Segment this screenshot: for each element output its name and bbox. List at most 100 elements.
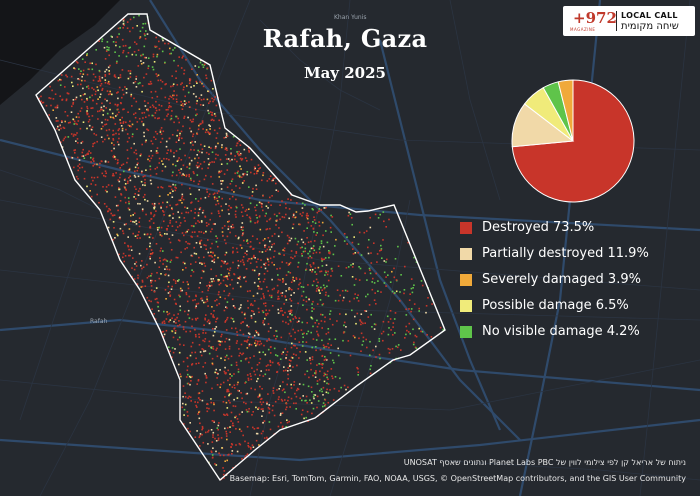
damage-point [263, 263, 265, 266]
damage-point [258, 393, 261, 396]
damage-point [164, 165, 167, 168]
damage-point [293, 292, 295, 294]
damage-point [84, 79, 86, 82]
damage-point [283, 254, 285, 256]
damage-point [225, 134, 228, 136]
damage-point [86, 99, 88, 101]
damage-point [222, 473, 225, 476]
damage-point [244, 312, 246, 315]
damage-point [154, 298, 157, 301]
damage-point [241, 397, 243, 400]
damage-point [318, 290, 320, 292]
damage-point [212, 88, 214, 90]
damage-point [203, 324, 205, 326]
damage-point [216, 132, 219, 135]
damage-point [241, 311, 243, 314]
damage-point [79, 72, 82, 75]
damage-point [95, 49, 97, 51]
damage-point [242, 321, 244, 323]
damage-point [208, 281, 211, 284]
damage-point [248, 408, 250, 410]
damage-point [369, 216, 371, 219]
damage-point [236, 282, 239, 284]
damage-point [223, 470, 226, 472]
damage-point [165, 265, 168, 268]
damage-point [257, 334, 260, 336]
damage-point [393, 276, 396, 279]
damage-point [167, 285, 170, 288]
damage-point [151, 279, 154, 282]
damage-point [241, 259, 244, 261]
damage-point [268, 408, 271, 410]
damage-point [70, 111, 73, 113]
damage-point [226, 268, 229, 270]
damage-point [102, 186, 104, 188]
damage-point [149, 242, 151, 245]
damage-point [248, 186, 250, 188]
damage-point [138, 231, 140, 233]
damage-point [272, 392, 275, 394]
damage-point [199, 433, 202, 435]
damage-point [258, 311, 260, 314]
damage-point [236, 142, 239, 145]
damage-point [123, 18, 125, 21]
damage-point [212, 316, 214, 318]
damage-point [122, 51, 124, 54]
damage-point [352, 253, 355, 255]
damage-point [187, 287, 190, 290]
damage-point [127, 197, 130, 199]
damage-point [330, 231, 332, 233]
damage-point [191, 364, 193, 366]
damage-point [191, 325, 193, 328]
damage-point [242, 434, 244, 437]
damage-point [202, 66, 205, 68]
damage-point [87, 68, 90, 70]
damage-point [177, 239, 180, 241]
damage-point [311, 358, 314, 361]
damage-point [83, 177, 86, 180]
damage-point [240, 360, 242, 362]
damage-point [163, 118, 166, 121]
damage-point [167, 274, 170, 277]
damage-point [387, 333, 390, 336]
damage-point [218, 171, 220, 174]
damage-point [256, 266, 258, 268]
damage-point [130, 249, 133, 251]
damage-point [319, 349, 322, 351]
damage-point [152, 53, 155, 56]
damage-point [115, 132, 117, 135]
damage-point [290, 309, 293, 312]
damage-point [273, 213, 276, 216]
damage-point [203, 178, 206, 181]
damage-point [194, 436, 197, 438]
damage-point [306, 262, 308, 265]
damage-point [215, 235, 217, 237]
damage-point [81, 79, 83, 82]
damage-point [213, 129, 216, 132]
damage-point [206, 225, 208, 227]
damage-point [246, 171, 249, 173]
damage-point [283, 366, 285, 368]
damage-point [249, 219, 252, 222]
damage-point [128, 167, 131, 170]
damage-point [322, 245, 325, 248]
damage-point [204, 196, 207, 199]
damage-point [57, 79, 60, 82]
damage-point [254, 167, 256, 170]
damage-point [157, 305, 159, 308]
damage-point [328, 338, 331, 341]
damage-point [113, 174, 115, 177]
damage-point [150, 289, 153, 291]
damage-point [304, 250, 306, 253]
damage-point [165, 273, 167, 276]
damage-point [427, 297, 429, 299]
damage-point [240, 168, 242, 170]
damage-point [196, 74, 198, 76]
damage-point [79, 127, 82, 130]
damage-point [154, 112, 157, 114]
damage-point [136, 237, 139, 239]
damage-point [327, 378, 329, 380]
damage-point [207, 289, 209, 292]
publisher-logo[interactable]: +972 MAGAZINE LOCAL CALL שיחה מקומית [563, 6, 695, 36]
